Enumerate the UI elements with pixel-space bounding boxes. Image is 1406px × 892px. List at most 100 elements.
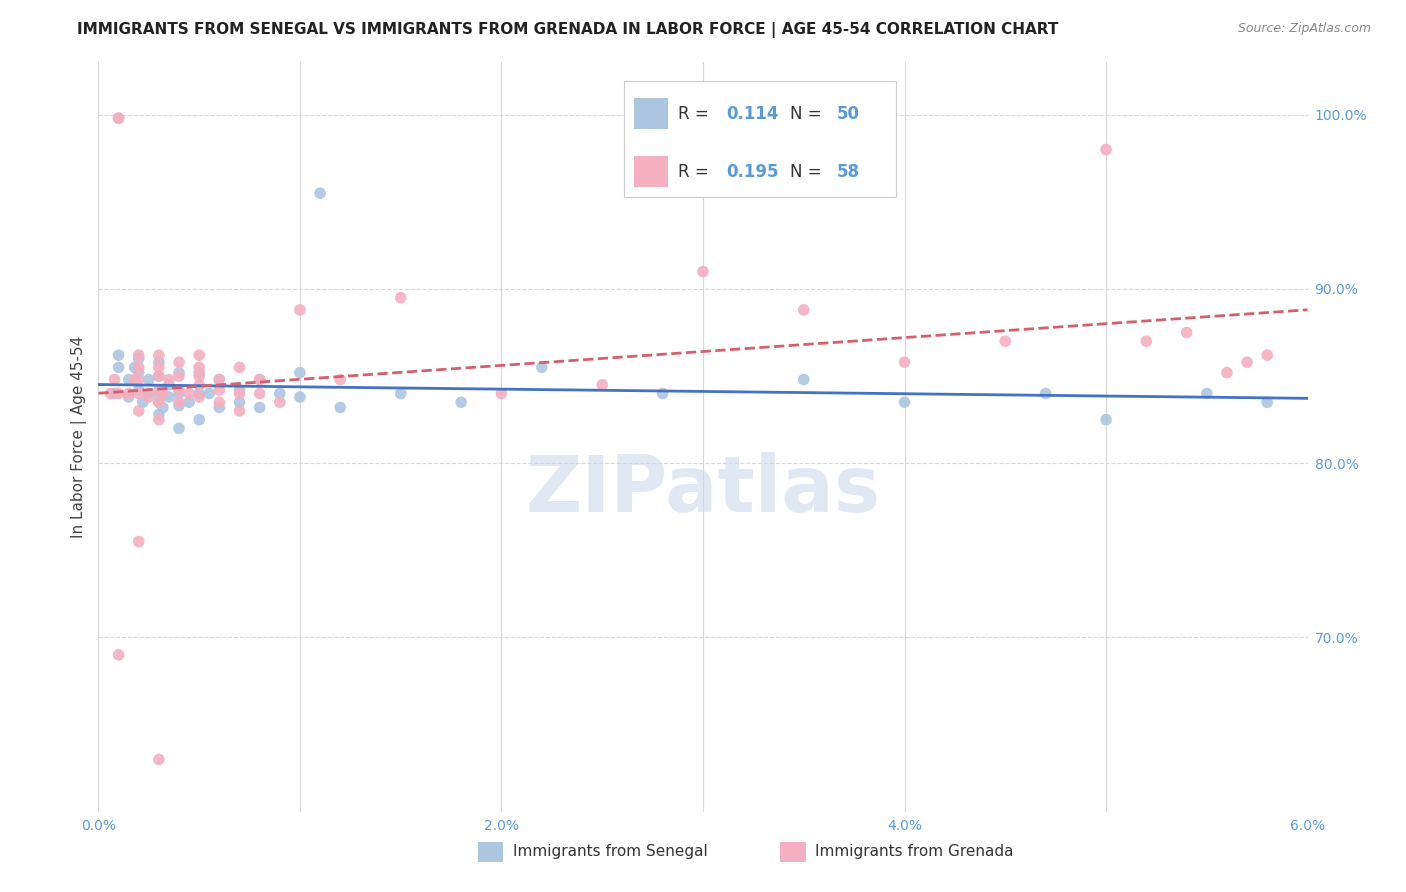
Point	[148, 408, 170, 422]
Text: 0.195: 0.195	[725, 162, 779, 181]
Point	[148, 369, 170, 384]
Point	[128, 366, 150, 380]
Point	[591, 377, 613, 392]
Point	[994, 334, 1017, 349]
Point	[1095, 143, 1118, 157]
Point	[329, 401, 352, 415]
Point	[103, 373, 125, 387]
Point	[329, 373, 352, 387]
Point	[188, 390, 211, 404]
Point	[1256, 395, 1278, 409]
Point	[249, 401, 271, 415]
Point	[249, 373, 271, 387]
Point	[179, 386, 201, 401]
Point	[138, 390, 160, 404]
Point	[167, 395, 190, 409]
Point	[157, 373, 180, 387]
Point	[107, 348, 129, 362]
Point	[157, 390, 180, 404]
Point	[793, 373, 815, 387]
Text: R =: R =	[678, 104, 714, 123]
Text: IMMIGRANTS FROM SENEGAL VS IMMIGRANTS FROM GRENADA IN LABOR FORCE | AGE 45-54 CO: IMMIGRANTS FROM SENEGAL VS IMMIGRANTS FR…	[77, 22, 1059, 38]
Point	[389, 291, 412, 305]
Point	[157, 377, 180, 392]
Point	[208, 373, 231, 387]
Point	[188, 360, 211, 375]
Point	[167, 355, 190, 369]
Point	[148, 355, 170, 369]
Text: R =: R =	[678, 162, 714, 181]
Point	[118, 373, 141, 387]
Point	[249, 373, 271, 387]
Point	[148, 752, 170, 766]
Point	[288, 366, 311, 380]
Point	[138, 373, 160, 387]
Point	[208, 401, 231, 415]
Text: N =: N =	[790, 104, 827, 123]
Point	[128, 534, 150, 549]
Point	[148, 386, 170, 401]
Text: 50: 50	[837, 104, 860, 123]
Point	[148, 369, 170, 384]
Point	[450, 395, 472, 409]
Point	[148, 360, 170, 375]
Point	[188, 369, 211, 384]
Point	[893, 395, 915, 409]
FancyBboxPatch shape	[624, 81, 897, 197]
Point	[893, 355, 915, 369]
Text: Immigrants from Grenada: Immigrants from Grenada	[815, 845, 1014, 859]
Point	[132, 395, 155, 409]
Text: N =: N =	[790, 162, 827, 181]
Point	[167, 386, 190, 401]
Point	[124, 373, 146, 387]
Text: ZIPatlas: ZIPatlas	[526, 451, 880, 527]
Point	[1095, 412, 1118, 426]
Point	[309, 186, 332, 201]
Point	[128, 383, 150, 397]
Point	[1195, 386, 1218, 401]
Point	[530, 360, 553, 375]
Point	[128, 351, 150, 366]
Text: 58: 58	[837, 162, 860, 181]
Point	[651, 386, 673, 401]
Point	[167, 399, 190, 413]
Point	[188, 366, 211, 380]
Point	[1135, 334, 1157, 349]
Point	[148, 412, 170, 426]
Point	[167, 369, 190, 384]
Point	[288, 302, 311, 317]
Point	[107, 360, 129, 375]
Text: Immigrants from Senegal: Immigrants from Senegal	[513, 845, 709, 859]
Point	[152, 386, 174, 401]
Point	[128, 360, 150, 375]
Point	[148, 383, 170, 397]
Text: Source: ZipAtlas.com: Source: ZipAtlas.com	[1237, 22, 1371, 36]
FancyBboxPatch shape	[634, 156, 668, 187]
Point	[1175, 326, 1198, 340]
Point	[288, 390, 311, 404]
Point	[148, 395, 170, 409]
Point	[118, 386, 141, 401]
Point	[128, 348, 150, 362]
Point	[107, 386, 129, 401]
Point	[1216, 366, 1239, 380]
Point	[228, 360, 250, 375]
Point	[167, 366, 190, 380]
Point	[107, 648, 129, 662]
Point	[107, 112, 129, 126]
Point	[100, 386, 122, 401]
Point	[148, 348, 170, 362]
Point	[208, 383, 231, 397]
Point	[491, 386, 513, 401]
Point	[167, 383, 190, 397]
Y-axis label: In Labor Force | Age 45-54: In Labor Force | Age 45-54	[72, 336, 87, 538]
FancyBboxPatch shape	[634, 98, 668, 129]
Point	[128, 373, 150, 387]
Point	[389, 386, 412, 401]
Point	[188, 386, 211, 401]
Point	[208, 373, 231, 387]
Point	[138, 386, 160, 401]
Point	[1256, 348, 1278, 362]
Point	[103, 386, 125, 401]
Point	[148, 395, 170, 409]
